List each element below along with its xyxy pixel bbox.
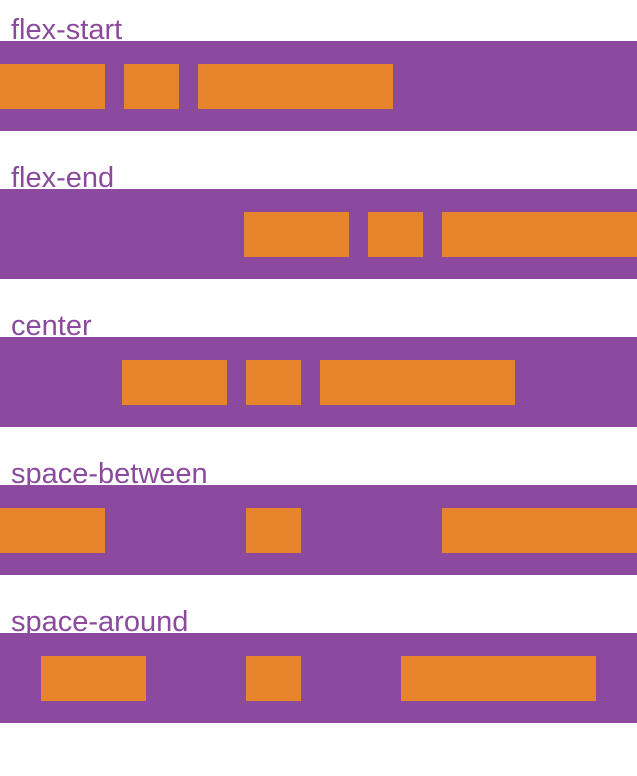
flex-item-large (442, 507, 637, 553)
justify-content-label: flex-start (11, 14, 123, 46)
flex-item-small (246, 359, 301, 405)
flex-item-large (320, 359, 515, 405)
flex-item-small (245, 655, 301, 701)
flex-demo-section: space-between (0, 457, 637, 575)
flex-container (0, 485, 637, 575)
justify-content-label: center (11, 310, 92, 342)
flex-container (0, 633, 637, 723)
flex-item-medium (0, 63, 105, 109)
flex-demo-section: flex-end (0, 161, 637, 279)
justify-content-label: space-between (11, 458, 208, 490)
flex-demo-section: space-around (0, 605, 637, 723)
justify-content-label: space-around (11, 606, 189, 638)
flex-item-small (246, 507, 301, 553)
flex-container (0, 337, 637, 427)
flex-item-small (124, 63, 179, 109)
justify-content-label: flex-end (11, 162, 115, 194)
flex-item-medium (0, 507, 105, 553)
flex-item-medium (40, 655, 146, 701)
flex-container (0, 189, 637, 279)
flex-item-medium (244, 211, 349, 257)
flex-item-large (401, 655, 597, 701)
flex-demo-section: center (0, 309, 637, 427)
flex-item-large (442, 211, 637, 257)
flex-container (0, 41, 637, 131)
flex-item-medium (122, 359, 227, 405)
flex-item-small (368, 211, 423, 257)
flex-item-large (198, 63, 393, 109)
flex-demo-section: flex-start (0, 13, 637, 131)
flex-justify-demo: flex-start flex-end center space-between (0, 13, 637, 723)
